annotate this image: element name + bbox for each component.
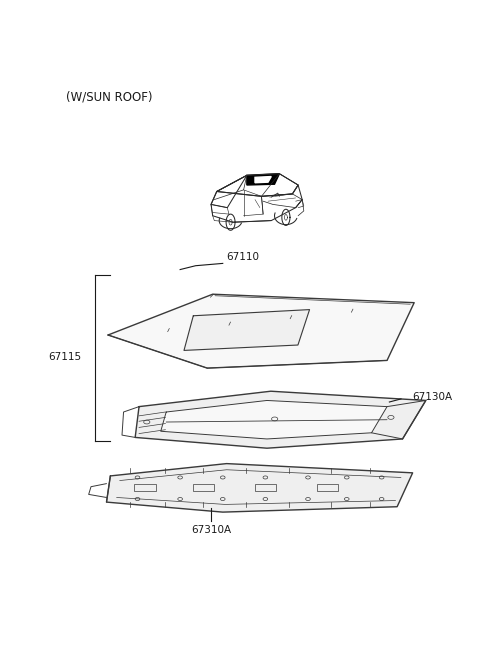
Polygon shape: [135, 391, 426, 448]
Polygon shape: [161, 400, 387, 439]
Bar: [134, 483, 156, 491]
Polygon shape: [108, 294, 414, 368]
Bar: [316, 483, 338, 491]
Text: 67115: 67115: [48, 352, 82, 362]
Text: 67130A: 67130A: [413, 392, 453, 402]
Polygon shape: [255, 177, 271, 183]
Polygon shape: [107, 464, 413, 512]
Bar: [192, 483, 214, 491]
Polygon shape: [184, 310, 310, 350]
Text: (W/SUN ROOF): (W/SUN ROOF): [66, 91, 153, 104]
Text: 67110: 67110: [227, 252, 260, 262]
Bar: [254, 483, 276, 491]
Polygon shape: [247, 174, 279, 185]
Text: 67310A: 67310A: [191, 525, 231, 535]
